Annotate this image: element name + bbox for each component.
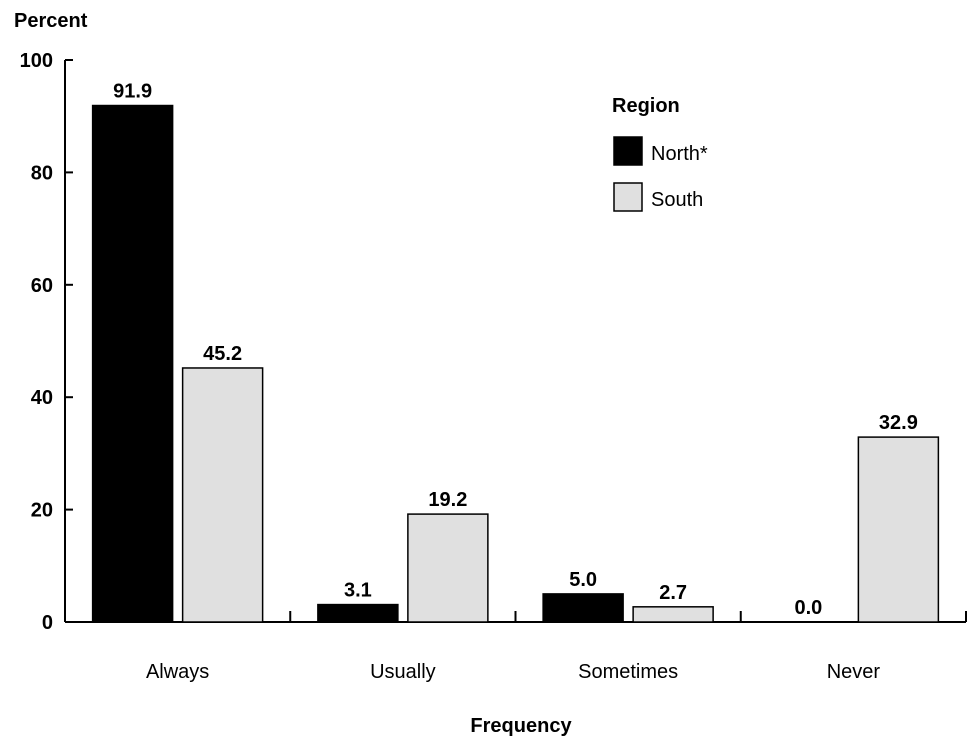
legend-title: Region: [612, 95, 680, 117]
legend-label: South: [651, 189, 703, 211]
y-tick-label: 0: [42, 612, 53, 634]
y-axis-title: Percent: [14, 10, 88, 32]
y-tick-label: 80: [31, 162, 53, 184]
bars: [91, 104, 940, 623]
bar-south-never: [857, 436, 940, 623]
value-label: 5.0: [569, 569, 597, 591]
y-tick-label: 40: [31, 387, 53, 409]
y-axis: 0 20 40 60 80 100: [20, 50, 73, 634]
legend-swatch: [613, 182, 643, 212]
category-label-sometimes: Sometimes: [578, 661, 678, 683]
value-label: 32.9: [879, 412, 918, 434]
value-label: 19.2: [428, 489, 467, 511]
bar-north-usually: [317, 603, 399, 623]
value-label: 0.0: [794, 597, 822, 619]
bar-south-always: [181, 367, 264, 623]
y-tick-label: 60: [31, 275, 53, 297]
legend-label: North*: [651, 143, 708, 165]
x-axis-title: Frequency: [470, 715, 572, 737]
category-label-never: Never: [827, 661, 881, 683]
bar-south-sometimes: [632, 606, 714, 623]
category-labels: Always Usually Sometimes Never: [146, 661, 880, 683]
y-tick-label: 20: [31, 500, 53, 522]
value-labels: 91.9 45.2 3.1 19.2 5.0 2.7 0.0 32.9: [113, 81, 918, 619]
value-label: 2.7: [659, 582, 687, 604]
value-label: 3.1: [344, 580, 372, 602]
legend-swatch: [613, 136, 643, 166]
legend: Region North* South: [612, 95, 708, 212]
bar-north-always: [91, 104, 174, 623]
category-label-usually: Usually: [370, 661, 436, 683]
value-label: 45.2: [203, 343, 242, 365]
category-label-always: Always: [146, 661, 209, 683]
bar-north-sometimes: [542, 593, 624, 623]
bar-south-usually: [407, 513, 489, 623]
value-label: 91.9: [113, 81, 152, 103]
y-tick-label: 100: [20, 50, 53, 72]
